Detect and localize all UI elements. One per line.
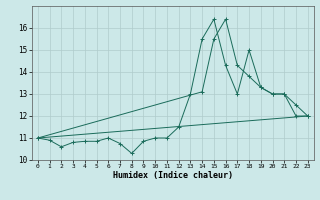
X-axis label: Humidex (Indice chaleur): Humidex (Indice chaleur) [113,171,233,180]
